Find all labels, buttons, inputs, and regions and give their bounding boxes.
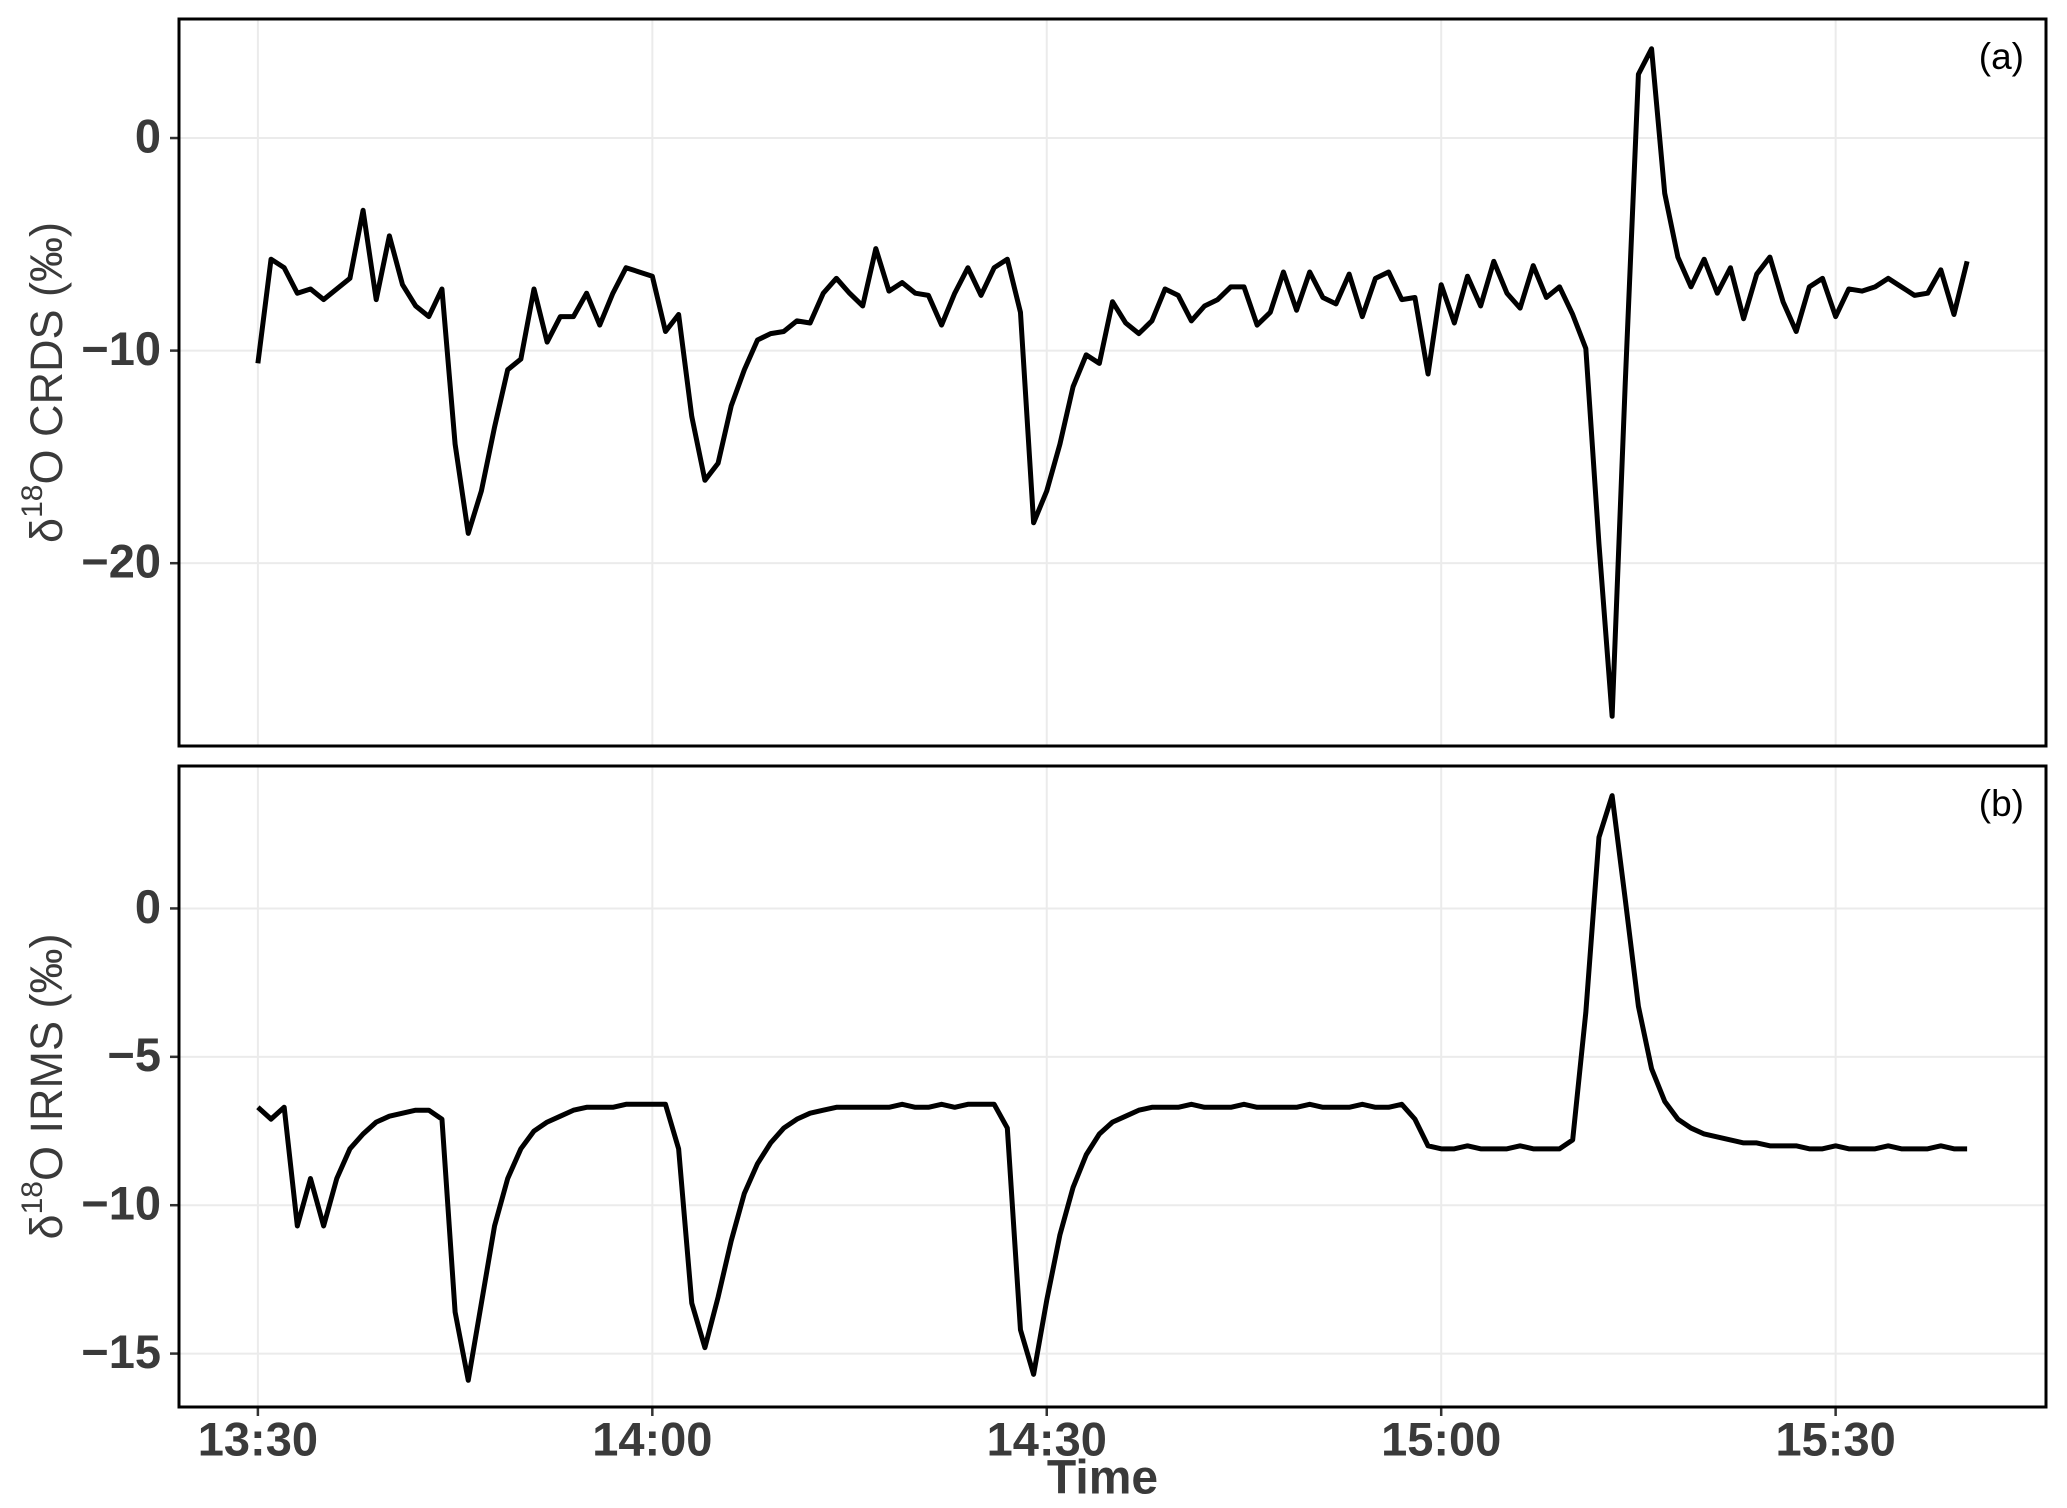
y-title-superscript: 18	[16, 1181, 49, 1214]
x-axis-title: Time	[1047, 1452, 1158, 1505]
y-title-text: O IRMS (‰)	[21, 934, 72, 1181]
y-title-symbol: δ	[21, 1214, 72, 1239]
panel-border	[177, 17, 2048, 748]
y-title-symbol: δ	[21, 518, 72, 543]
x-tick-label: 14:00	[592, 1412, 712, 1465]
y-tick-label: 0	[135, 880, 161, 933]
x-tick-label: 14:30	[987, 1412, 1107, 1465]
data-line	[256, 793, 1968, 1383]
panel-tag: (b)	[1979, 783, 2024, 824]
y-axis-title: δ18O IRMS (‰)	[16, 934, 72, 1240]
panel: 0 −10 −20 (a) δ18O CRDS (‰)	[16, 17, 2048, 748]
y-tick-label: −15	[81, 1325, 161, 1378]
y-title-text: O CRDS (‰)	[21, 222, 72, 485]
y-title-superscript: 18	[16, 485, 49, 518]
x-tick-label: 15:00	[1381, 1412, 1501, 1465]
x-tick-label: 15:30	[1776, 1412, 1896, 1465]
data-line	[255, 46, 1970, 719]
y-tick-label: −20	[81, 535, 161, 588]
panel-border	[177, 764, 2048, 1409]
panel: 0 −5 −10 −15 13:30 14:00 14:30 15:00 15:30 (b) δ18…	[16, 764, 2048, 1505]
y-tick-label: 0	[135, 109, 161, 162]
y-tick-label: −10	[81, 322, 161, 375]
panel-tag: (a)	[1979, 36, 2024, 77]
x-tick-label: 13:30	[198, 1412, 318, 1465]
y-tick-label: −5	[107, 1028, 161, 1081]
y-tick-label: −10	[81, 1177, 161, 1230]
y-axis-title: δ18O CRDS (‰)	[16, 222, 72, 543]
